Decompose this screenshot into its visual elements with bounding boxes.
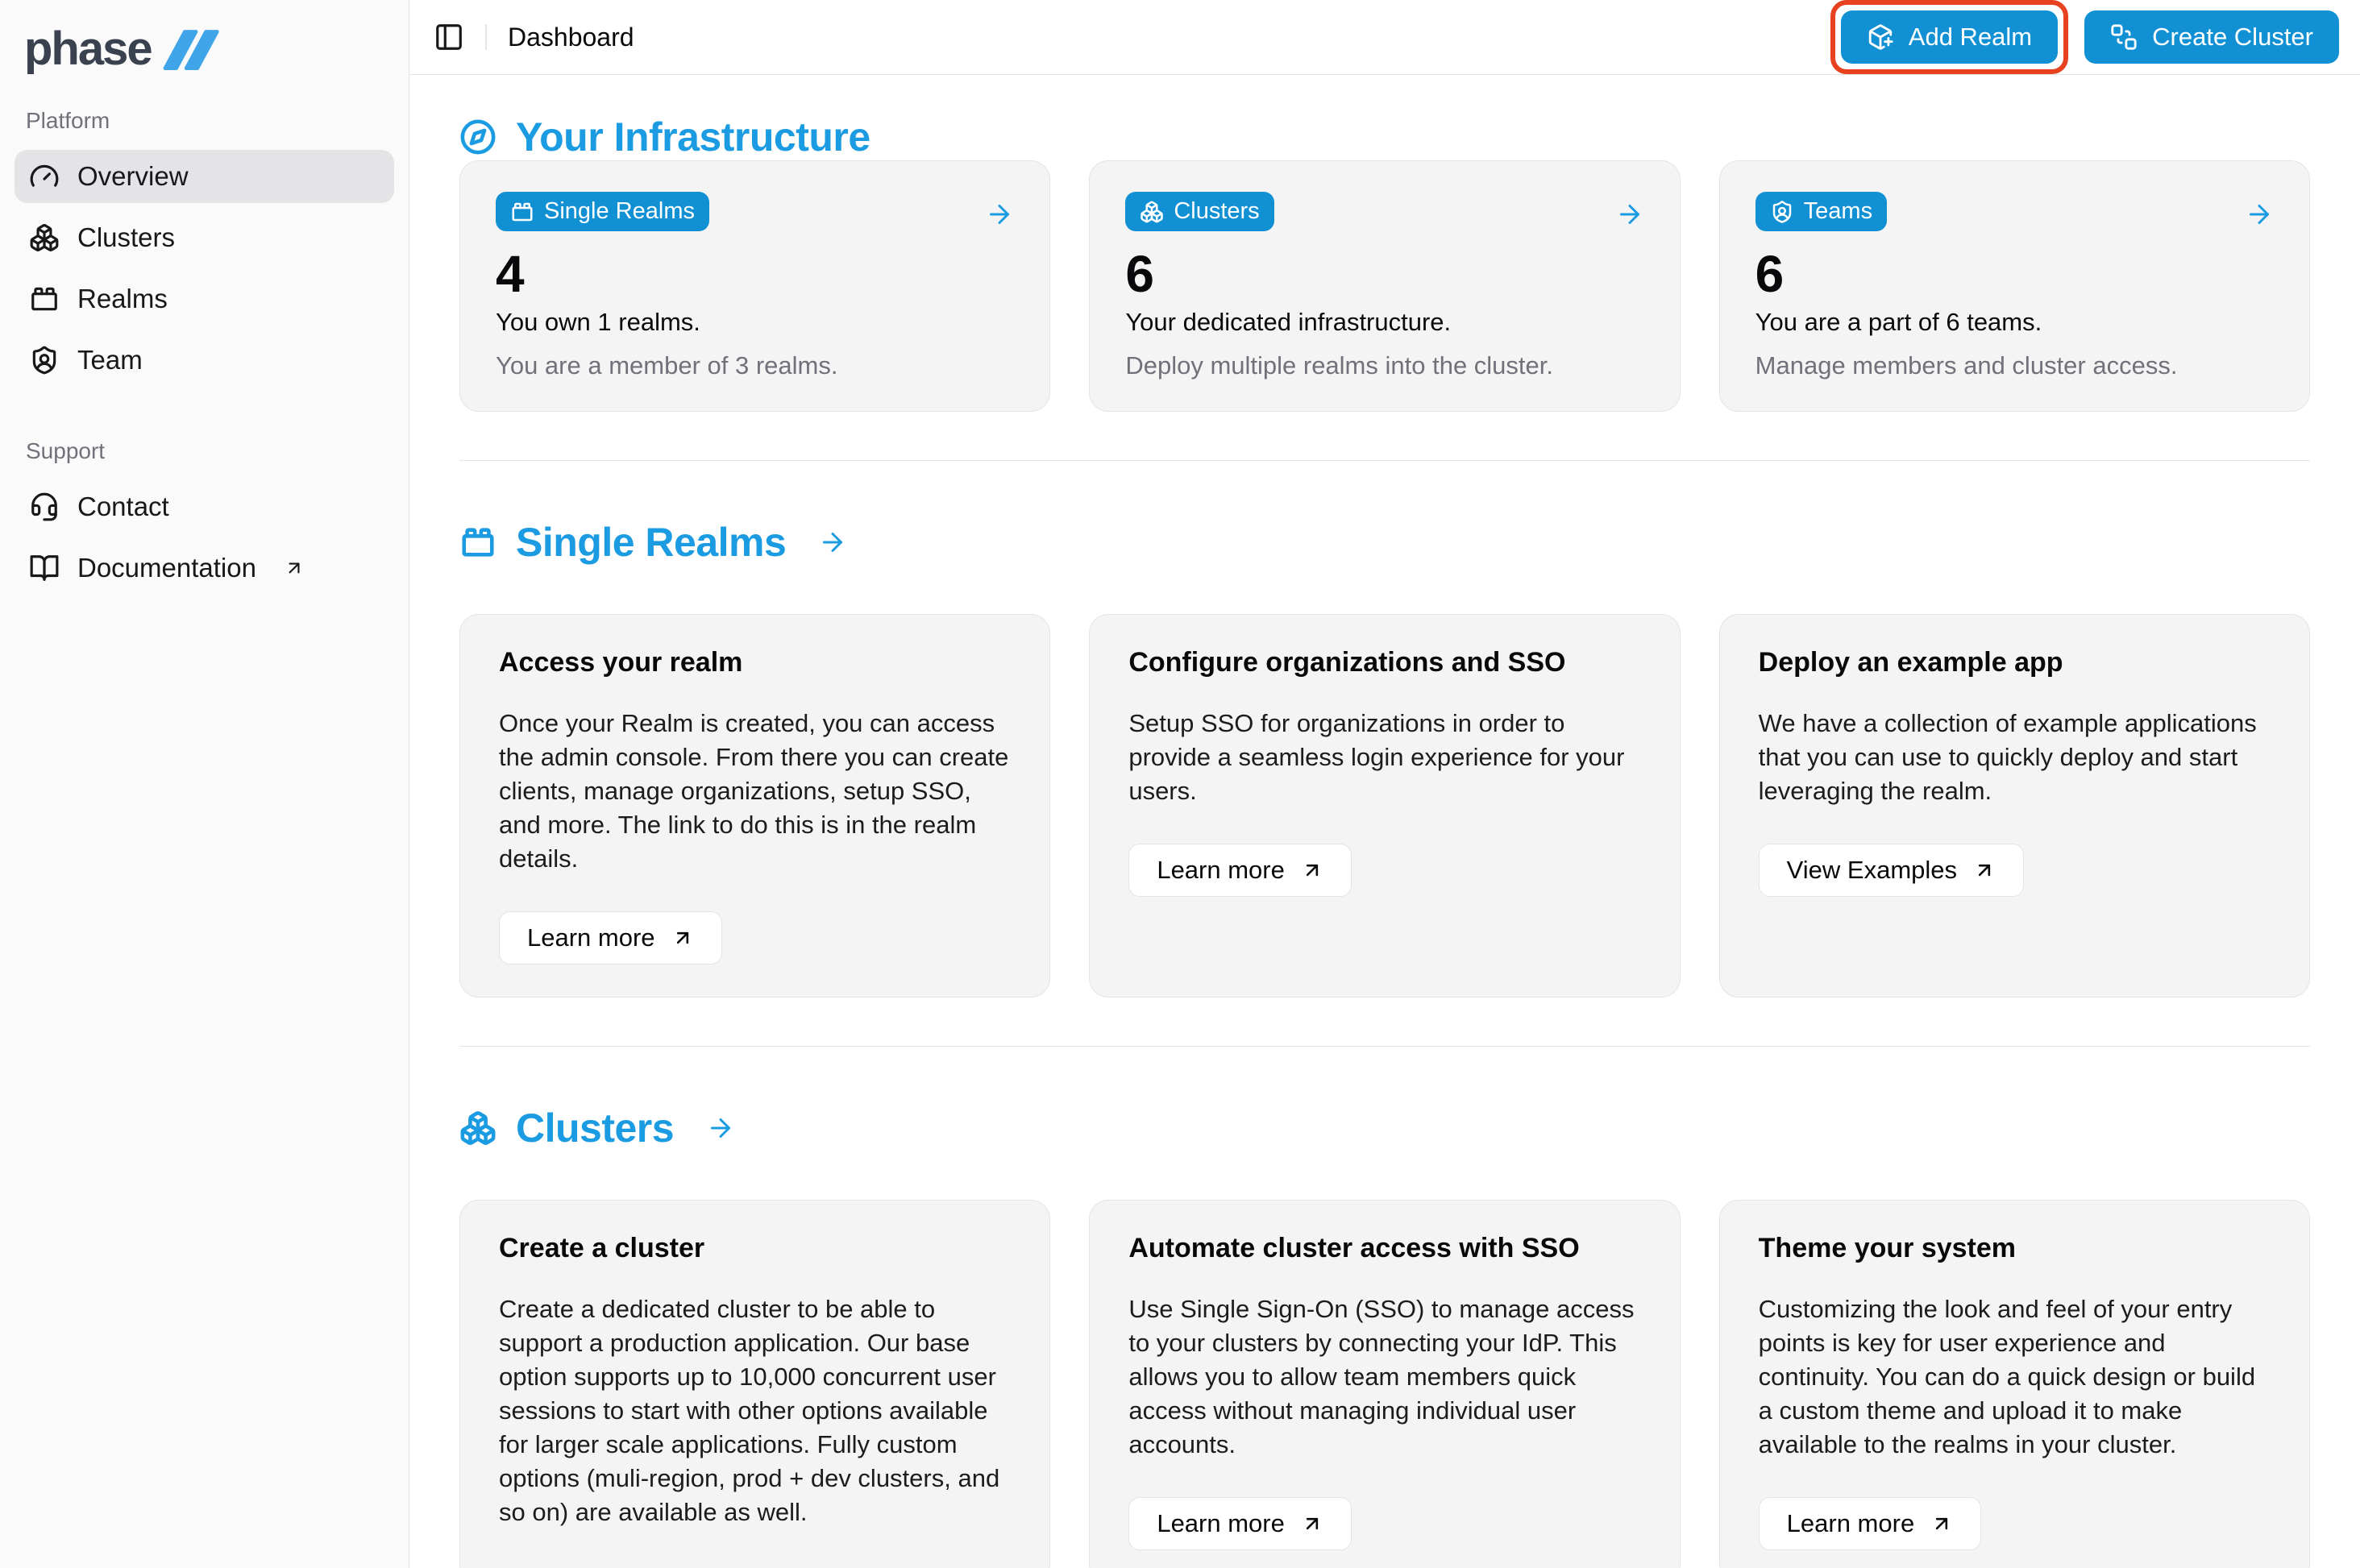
card-title: Access your realm — [499, 647, 743, 678]
arrow-right-icon[interactable] — [818, 528, 847, 557]
section-title: Single Realms — [516, 520, 787, 565]
sidebar-item-label: Clusters — [77, 222, 176, 252]
card-create-a-cluster: Create a cluster Create a dedicated clus… — [459, 1200, 1051, 1568]
clusters-badge: Clusters — [1125, 192, 1274, 231]
card-body: Customizing the look and feel of your en… — [1758, 1295, 2256, 1458]
section-single-realms: Single Realms — [459, 519, 2310, 566]
section-divider — [459, 1046, 2310, 1047]
logo-slashes-icon — [163, 30, 219, 70]
stat-card-teams: Teams 6 You are a part of 6 teams. Manag… — [1718, 160, 2310, 412]
card-access-your-realm: Access your realm Once your Realm is cre… — [459, 614, 1051, 998]
card-deploy-example-app: Deploy an example app We have a collecti… — [1718, 614, 2310, 998]
boxes-icon — [459, 1110, 497, 1147]
compass-icon — [459, 118, 497, 156]
logo: phase — [15, 21, 394, 73]
arrow-up-right-icon — [1978, 864, 1991, 877]
learn-more-button[interactable]: Learn more — [1758, 1497, 1982, 1550]
section-your-infrastructure: Your Infrastructure — [459, 114, 2310, 160]
breadcrumb: Dashboard — [508, 22, 634, 52]
arrow-up-right-icon — [1936, 1517, 1948, 1530]
card-configure-sso: Configure organizations and SSO Setup SS… — [1089, 614, 1681, 998]
top-bar: Dashboard Add Realm Create Cluster — [409, 0, 2360, 75]
arrow-up-right-icon — [1306, 864, 1318, 877]
sidebar-item-label: Realms — [77, 284, 168, 313]
sidebar-item-team[interactable]: Team — [15, 334, 394, 387]
book-open-icon — [30, 555, 59, 581]
stat-line: Your dedicated infrastructure. — [1125, 308, 1452, 336]
card-title: Create a cluster — [499, 1233, 705, 1263]
highlight-annotation: Add Realm — [1830, 0, 2069, 74]
card-title: Automate cluster access with SSO — [1128, 1233, 1580, 1263]
clusters-count: 6 — [1125, 245, 1154, 303]
view-examples-button[interactable]: View Examples — [1758, 844, 2025, 897]
sidebar-item-clusters[interactable]: Clusters — [15, 211, 394, 264]
toy-brick-icon — [31, 287, 57, 311]
arrow-right-icon[interactable] — [1615, 200, 1644, 229]
sidebar-item-label: Overview — [77, 161, 189, 191]
sidebar-section-platform-label: Platform — [26, 108, 110, 133]
single-realms-badge: Single Realms — [496, 192, 709, 231]
card-title: Deploy an example app — [1758, 647, 2063, 678]
sidebar-item-label: Contact — [77, 492, 169, 521]
dashboard-content: Your Infrastructure Single Realms 4 You … — [409, 75, 2360, 1568]
card-title: Theme your system — [1758, 1233, 2017, 1263]
section-title: Clusters — [516, 1105, 675, 1151]
arrow-right-icon[interactable] — [985, 200, 1014, 229]
arrow-up-right-icon — [676, 931, 688, 944]
section-title: Your Infrastructure — [516, 114, 870, 160]
card-body: Use Single Sign-On (SSO) to manage acces… — [1128, 1295, 1635, 1458]
stat-line: You are a part of 6 teams. — [1755, 308, 2042, 336]
sidebar-item-realms[interactable]: Realms — [15, 272, 394, 326]
shield-user-icon — [1772, 200, 1791, 223]
card-body: Setup SSO for organizations in order to … — [1128, 709, 1625, 805]
headset-icon — [31, 492, 57, 521]
header-divider — [485, 24, 487, 50]
teams-count: 6 — [1755, 245, 1785, 303]
arrow-up-right-icon — [1306, 1517, 1318, 1530]
stat-line: You are a member of 3 realms. — [496, 351, 838, 380]
learn-more-button[interactable]: Learn more — [499, 911, 722, 964]
section-divider — [459, 460, 2310, 461]
sidebar-item-label: Documentation — [77, 553, 256, 583]
sidebar-item-documentation[interactable]: Documentation — [15, 541, 394, 595]
section-clusters: Clusters — [459, 1105, 2310, 1151]
card-body: Once your Realm is created, you can acce… — [499, 709, 1009, 873]
sidebar-item-overview[interactable]: Overview — [15, 150, 394, 203]
learn-more-button[interactable]: Learn more — [1128, 1497, 1352, 1550]
single-realms-count: 4 — [496, 245, 525, 303]
sidebar-item-label: Team — [77, 345, 143, 375]
arrow-right-icon[interactable] — [2245, 200, 2274, 229]
toy-brick-icon — [459, 524, 497, 561]
main-area: Dashboard Add Realm Create Cluster Your … — [409, 0, 2360, 1568]
stat-card-clusters: Clusters 6 Your dedicated infrastructure… — [1089, 160, 1681, 412]
create-cluster-button[interactable]: Create Cluster — [2084, 10, 2339, 64]
stat-line: Deploy multiple realms into the cluster. — [1125, 351, 1554, 380]
stat-card-single-realms: Single Realms 4 You own 1 realms. You ar… — [459, 160, 1051, 412]
toy-brick-icon — [512, 202, 533, 221]
card-title: Configure organizations and SSO — [1128, 647, 1566, 678]
send-to-back-icon — [2111, 24, 2137, 50]
gauge-icon — [30, 164, 59, 187]
stat-line: You own 1 realms. — [496, 308, 700, 336]
sidebar-item-contact[interactable]: Contact — [15, 480, 394, 533]
stat-line: Manage members and cluster access. — [1755, 351, 2178, 380]
panel-left-toggle-icon[interactable] — [434, 22, 464, 52]
sidebar-section-support-label: Support — [26, 438, 106, 463]
boxes-icon — [1141, 201, 1164, 222]
boxes-icon — [30, 224, 59, 251]
external-link-icon — [289, 562, 300, 574]
card-automate-cluster-sso: Automate cluster access with SSO Use Sin… — [1089, 1200, 1681, 1568]
teams-badge: Teams — [1755, 192, 1888, 231]
card-theme-your-system: Theme your system Customizing the look a… — [1718, 1200, 2310, 1568]
logo-text: phase — [24, 23, 153, 75]
arrow-right-icon[interactable] — [706, 1114, 735, 1143]
package-plus-icon — [1868, 24, 1893, 50]
learn-more-button[interactable]: Learn more — [1128, 844, 1352, 897]
sidebar: phase Platform Overview Clusters Realms … — [0, 0, 409, 1568]
add-realm-button[interactable]: Add Realm — [1840, 10, 2059, 64]
shield-user-icon — [32, 346, 56, 375]
card-body: Create a dedicated cluster to be able to… — [499, 1295, 1000, 1526]
card-body: We have a collection of example applicat… — [1758, 709, 2257, 805]
